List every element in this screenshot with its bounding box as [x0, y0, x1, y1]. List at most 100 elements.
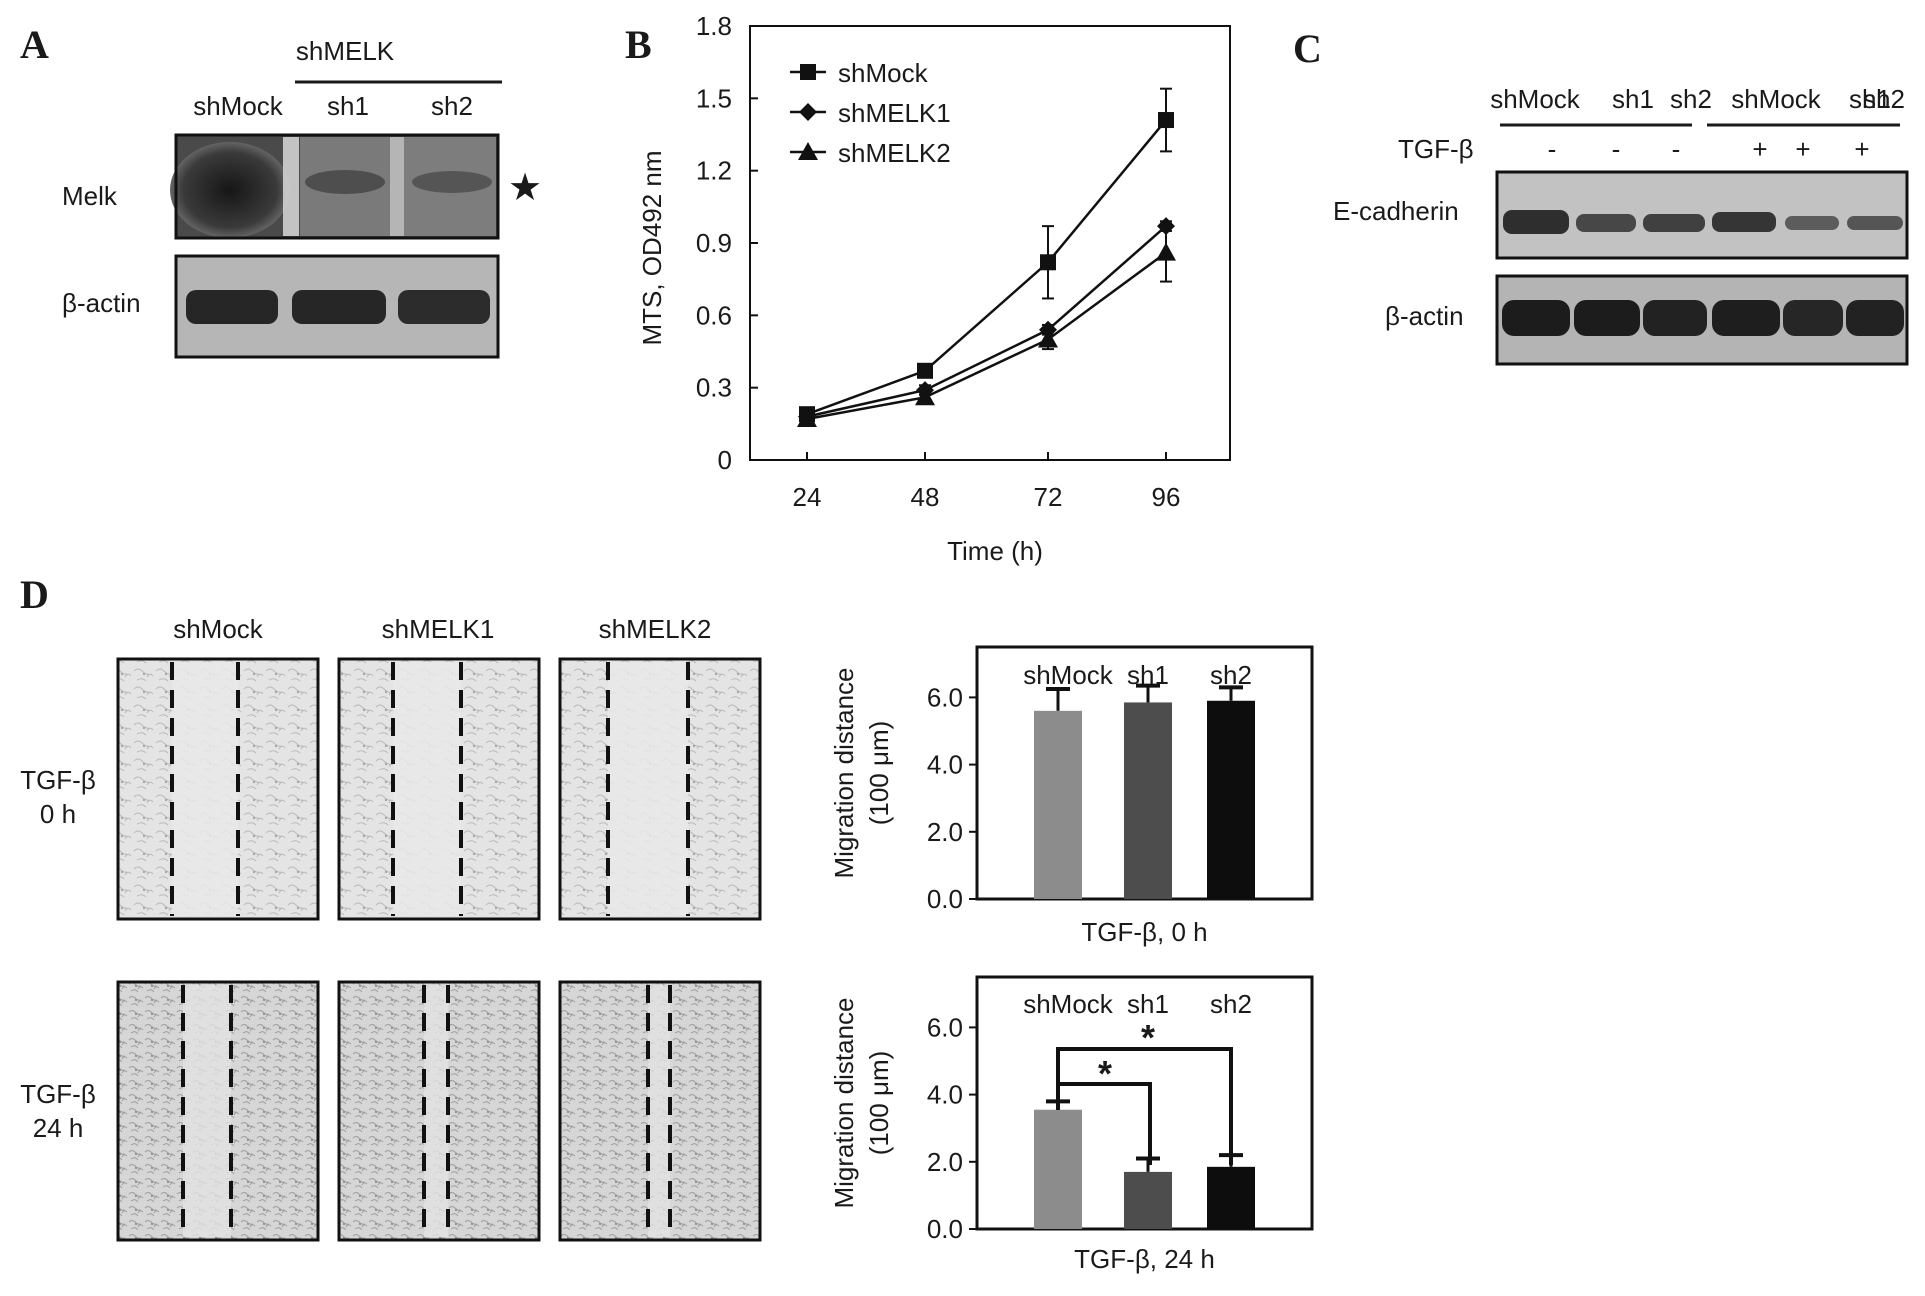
panel-letter-d: D [20, 572, 49, 617]
row-label-24h-line2: 24 h [33, 1113, 84, 1143]
shmelk-group-label: shMELK [296, 36, 395, 66]
y-axis-label-line1: Migration distance [829, 668, 859, 879]
significance-star-sh1: * [1098, 1053, 1112, 1094]
lane-label-shmock: shMock [193, 91, 284, 121]
bar-sh1 [1124, 702, 1172, 899]
tgf-beta-label-c: TGF-β [1398, 134, 1474, 164]
column-label-shmelk1: shMELK1 [382, 614, 495, 644]
y-tick-label: 1.2 [696, 156, 732, 186]
row-label-melk: Melk [62, 181, 118, 211]
y-tick-label: 2.0 [927, 817, 963, 847]
y-tick-label: 1.8 [696, 11, 732, 41]
column-label-shmock: shMock [173, 614, 264, 644]
lane-label-c-2: sh1 [1612, 84, 1654, 114]
bar-sh2 [1207, 1166, 1255, 1229]
lane-label-c-6: sh2 [1863, 84, 1905, 114]
row-label-e-cadherin: E-cadherin [1333, 196, 1459, 226]
y-tick-label: 0.6 [696, 300, 732, 330]
x-tick-label: 24 [793, 482, 822, 512]
lane-label-c-4: shMock [1731, 84, 1822, 114]
row-label-beta-actin-a: β-actin [62, 288, 141, 318]
growth-line-chart: 0 0.3 0.6 0.9 1.2 1.5 1.8 24 48 72 96 Time (h) MTS, … [637, 11, 1231, 566]
y-axis-label-line2: (100 μm) [864, 1051, 894, 1156]
tgf-sign-4: + [1752, 134, 1767, 164]
series-shMELK2 [797, 222, 1176, 428]
y-tick-label: 1.5 [696, 83, 732, 113]
bar-shMock [1034, 710, 1082, 899]
x-tick-label: 48 [911, 482, 940, 512]
y-tick-label: 0.0 [927, 884, 963, 914]
category-label: sh2 [1210, 660, 1252, 690]
x-tick-label: 96 [1152, 482, 1181, 512]
plot-frame [749, 25, 1231, 461]
panel-b: B 0 0.3 0.6 0.9 1.2 1.5 1.8 24 48 72 96 Time (h) MTS… [625, 11, 1231, 566]
lane-label-sh2: sh2 [431, 91, 473, 121]
category-label: sh2 [1210, 989, 1252, 1019]
legend-label: shMock [838, 58, 929, 88]
legend-marker [800, 64, 816, 80]
row-label-24h-line1: TGF-β [20, 1079, 96, 1109]
panel-d: D shMock shMELK1 shMELK2 TGF-β 0 h TGF-β… [20, 572, 1314, 1274]
category-label: shMock [1023, 660, 1114, 690]
panel-c: C shMock sh1 sh2 shMock sh1 sh2 TGF-β - … [1293, 26, 1909, 366]
legend-label: shMELK1 [838, 98, 951, 128]
micrograph-24h-shmelk1 [337, 980, 541, 1242]
micrograph-0h-shmelk2 [558, 657, 762, 921]
blot-e-cadherin [1495, 170, 1909, 260]
bar-sh2 [1207, 700, 1255, 899]
blot-melk [170, 133, 500, 240]
x-axis-caption: TGF-β, 24 h [1074, 1244, 1215, 1274]
series-line [806, 119, 1167, 416]
series-line [806, 251, 1167, 421]
row-label-0h-line1: TGF-β [20, 765, 96, 795]
panel-letter-a: A [20, 22, 49, 67]
lane-label-c-3: sh2 [1670, 84, 1712, 114]
tgf-sign-3: - [1672, 134, 1681, 164]
data-point [1156, 242, 1176, 261]
bar-sh1 [1124, 1171, 1172, 1229]
y-tick-label: 6.0 [927, 682, 963, 712]
x-tick-label: 72 [1034, 482, 1063, 512]
y-tick-label: 4.0 [927, 1080, 963, 1110]
tgf-sign-2: - [1612, 134, 1621, 164]
legend-label: shMELK2 [838, 138, 951, 168]
migration-bar-chart-24h: 0.0 2.0 4.0 6.0 shMock sh1 sh2 TGF-β, 24 h Migra… [829, 975, 1314, 1274]
lane-label-sh1: sh1 [327, 91, 369, 121]
data-point [797, 409, 817, 428]
column-label-shmelk2: shMELK2 [599, 614, 712, 644]
tgf-sign-1: - [1548, 134, 1557, 164]
category-label: sh1 [1127, 989, 1169, 1019]
y-axis-label-line2: (100 μm) [864, 721, 894, 826]
series-shMELK1 [798, 217, 1175, 426]
significance-brackets: * * [1056, 1017, 1233, 1165]
lane-label-c-1: shMock [1490, 84, 1581, 114]
data-point [917, 362, 933, 379]
micrograph-24h-shmelk2 [558, 980, 762, 1242]
x-axis-caption: TGF-β, 0 h [1081, 917, 1207, 947]
y-tick-label: 0.0 [927, 1214, 963, 1244]
data-point [915, 387, 935, 406]
y-axis-label: MTS, OD492 nm [637, 150, 667, 345]
star-marker: ★ [508, 167, 542, 209]
bar-shMock [1034, 1109, 1082, 1229]
micrograph-24h-shmock [116, 980, 320, 1242]
data-point [1038, 329, 1058, 348]
y-tick-label: 0.9 [696, 228, 732, 258]
y-tick-label: 0.3 [696, 373, 732, 403]
y-axis-label-line1: Migration distance [829, 998, 859, 1209]
x-axis-label: Time (h) [947, 536, 1043, 566]
series-line [806, 225, 1167, 418]
row-label-0h-line2: 0 h [40, 799, 76, 829]
data-point [1040, 254, 1056, 271]
micrograph-0h-shmock [116, 657, 320, 921]
panel-letter-c: C [1293, 26, 1322, 71]
micrograph-0h-shmelk1 [337, 657, 541, 921]
tgf-sign-6: + [1854, 134, 1869, 164]
y-tick-label: 6.0 [927, 1012, 963, 1042]
significance-star-sh2: * [1141, 1017, 1155, 1058]
y-tick-label: 0 [718, 445, 732, 475]
y-tick-label: 2.0 [927, 1147, 963, 1177]
lane-label-c-5: sh1 [1849, 84, 1891, 114]
y-tick-label: 4.0 [927, 750, 963, 780]
